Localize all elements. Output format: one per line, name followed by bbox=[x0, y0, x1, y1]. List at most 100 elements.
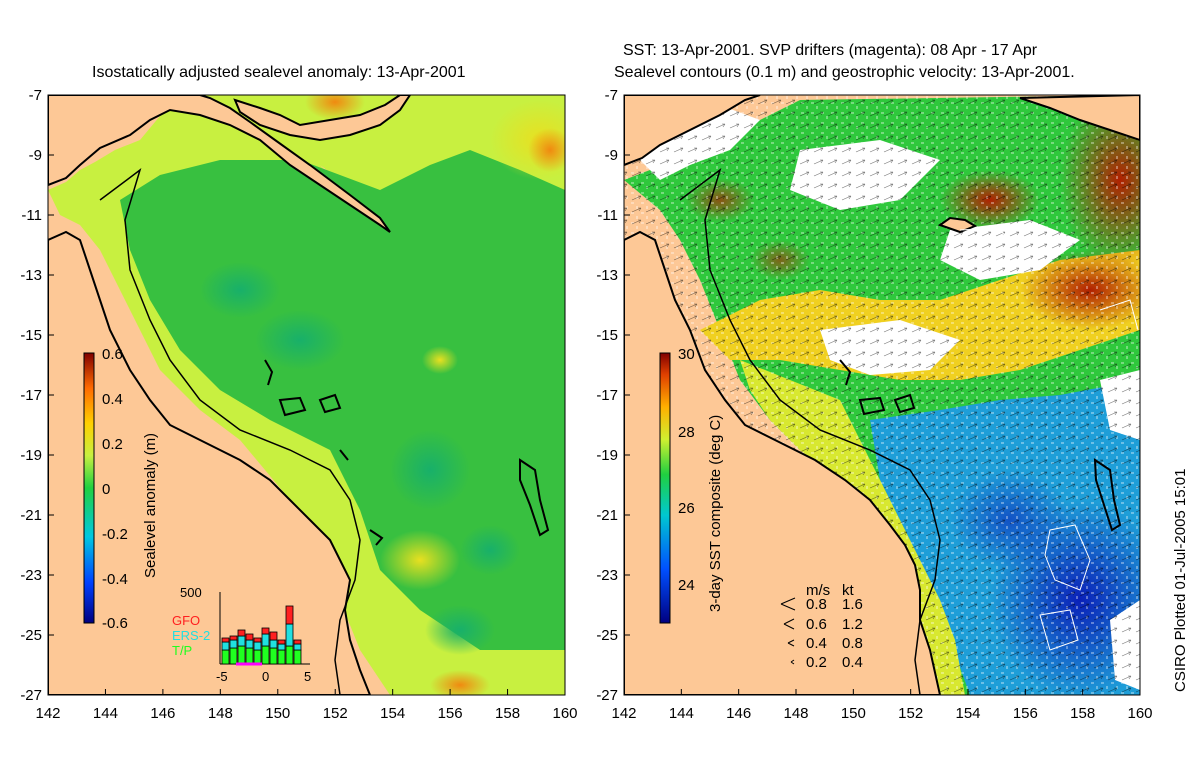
left-low-anomaly-patch bbox=[390, 430, 470, 510]
sst-colorbar-ticks: 30 28 26 24 bbox=[678, 346, 695, 594]
sst-colorbar-tick: 28 bbox=[678, 424, 695, 441]
speed-legend-ms: 0.2 bbox=[806, 654, 827, 671]
right-latitude-axis: -7 -9 -11 -13 -15 -17 -19 -21 -23 -25 -27 bbox=[596, 87, 630, 704]
left-lat-tick-label: -19 bbox=[20, 447, 42, 464]
sla-colorbar-tick: 0 bbox=[102, 481, 110, 498]
left-lon-tick-label: 154 bbox=[380, 705, 405, 722]
left-png-land bbox=[48, 95, 391, 233]
sla-colorbar-tick: 0.6 bbox=[102, 346, 123, 363]
left-new-britain-island bbox=[233, 95, 412, 142]
speed-legend-header-ms: m/s bbox=[806, 582, 830, 599]
left-lon-tick-label: 152 bbox=[323, 705, 348, 722]
sla-colorbar-tick: -0.2 bbox=[102, 526, 128, 543]
speed-legend-kt: 1.2 bbox=[842, 616, 863, 633]
left-lat-tick-label: -13 bbox=[20, 267, 42, 284]
left-shelf-edge-contour bbox=[99, 168, 361, 695]
left-high-anomaly-patch bbox=[422, 346, 458, 374]
left-lon-tick-label: 156 bbox=[438, 705, 463, 722]
speed-legend-arrows bbox=[780, 597, 796, 665]
histogram-ymax-label: 500 bbox=[180, 585, 202, 600]
right-map-title-line1: SST: 13-Apr-2001. SVP drifters (magenta)… bbox=[623, 42, 1038, 59]
left-latitude-axis: -7 -9 -11 -13 -15 -17 -19 -21 -23 -25 -27 bbox=[20, 87, 54, 704]
sst-colorbar bbox=[659, 352, 671, 624]
left-high-anomaly-patch bbox=[380, 530, 460, 590]
left-sealevel-map bbox=[48, 95, 565, 695]
left-lon-tick-label: 150 bbox=[265, 705, 290, 722]
right-lon-tick-label: 156 bbox=[1013, 705, 1038, 722]
right-lat-tick-label: -7 bbox=[605, 87, 618, 104]
sla-colorbar-tick: -0.6 bbox=[102, 615, 128, 632]
sealevel-contours bbox=[959, 227, 1139, 651]
left-lon-tick-label: 160 bbox=[552, 705, 577, 722]
right-map-title-line2: Sealevel contours (0.1 m) and geostrophi… bbox=[614, 64, 1075, 81]
right-reef-islands bbox=[839, 359, 1122, 532]
sst-colorbar-label: 3-day SST composite (deg C) bbox=[707, 415, 724, 612]
right-lat-tick-label: -21 bbox=[596, 507, 618, 524]
left-lat-tick-label: -17 bbox=[20, 387, 42, 404]
speed-legend-kt: 0.8 bbox=[842, 635, 863, 652]
left-reef-islands bbox=[264, 359, 550, 546]
left-low-anomaly-patch bbox=[255, 310, 345, 370]
right-lat-tick-label: -25 bbox=[596, 627, 618, 644]
left-lat-tick-label: -23 bbox=[20, 567, 42, 584]
left-lat-tick-label: -21 bbox=[20, 507, 42, 524]
histogram-legend-ers2: ERS-2 bbox=[172, 628, 210, 643]
left-low-anomaly-patch bbox=[200, 262, 280, 318]
sla-colorbar-label: Sealevel anomaly (m) bbox=[142, 433, 159, 578]
sla-colorbar-tick: -0.4 bbox=[102, 571, 128, 588]
right-lon-tick-label: 154 bbox=[955, 705, 980, 722]
left-low-anomaly-patch bbox=[460, 525, 520, 575]
left-high-anomaly-patch bbox=[430, 670, 490, 695]
right-lat-tick-label: -11 bbox=[597, 207, 618, 224]
sst-colorbar-tick: 24 bbox=[678, 577, 695, 594]
right-lon-tick-label: 160 bbox=[1127, 705, 1152, 722]
sla-colorbar-ticks: 0.6 0.4 0.2 0 -0.2 -0.4 -0.6 bbox=[102, 346, 128, 632]
altimeter-track-histogram bbox=[219, 592, 310, 666]
histogram-xtick: 0 bbox=[262, 669, 269, 684]
speed-legend-header-kt: kt bbox=[842, 582, 855, 599]
right-lat-tick-label: -23 bbox=[596, 567, 618, 584]
sst-colorbar-tick: 26 bbox=[678, 500, 695, 517]
right-png-land bbox=[624, 95, 761, 167]
left-lon-tick-label: 146 bbox=[150, 705, 175, 722]
right-lon-tick-label: 148 bbox=[783, 705, 808, 722]
right-lat-tick-label: -9 bbox=[605, 147, 618, 164]
right-lat-tick-label: -15 bbox=[596, 327, 618, 344]
left-lat-tick-label: -11 bbox=[21, 207, 42, 224]
left-lat-tick-label: -15 bbox=[20, 327, 42, 344]
left-lat-tick-label: -27 bbox=[20, 687, 42, 704]
left-map-title: Isostatically adjusted sealevel anomaly:… bbox=[92, 64, 466, 81]
sst-colorbar-tick: 30 bbox=[678, 346, 695, 363]
speed-legend-kt: 1.6 bbox=[842, 596, 863, 613]
histogram-legend-gfo: GFO bbox=[172, 613, 200, 628]
left-high-anomaly-patch bbox=[305, 95, 365, 120]
speed-legend-ms: 0.6 bbox=[806, 616, 827, 633]
speed-legend: m/s kt 0.8 1.6 0.6 1.2 0.4 0.8 0.2 0.4 bbox=[806, 582, 863, 671]
plot-credit-footer: CSIRO Plotted 01-Jul-2005 15:01 bbox=[1172, 468, 1189, 692]
speed-legend-ms: 0.4 bbox=[806, 635, 827, 652]
right-australia-land bbox=[624, 230, 942, 695]
right-lon-tick-label: 146 bbox=[726, 705, 751, 722]
right-new-britain-island bbox=[1019, 95, 1140, 142]
left-lon-tick-label: 158 bbox=[495, 705, 520, 722]
right-lat-tick-label: -13 bbox=[596, 267, 618, 284]
right-lat-tick-label: -19 bbox=[596, 447, 618, 464]
left-longitude-axis: 142 144 146 148 150 152 154 156 158 160 bbox=[35, 689, 578, 722]
left-lat-tick-label: -7 bbox=[29, 87, 42, 104]
right-lon-tick-label: 150 bbox=[841, 705, 866, 722]
histogram-legend-tp: T/P bbox=[172, 643, 192, 658]
histogram-xtick: 5 bbox=[304, 669, 311, 684]
right-shelf-edge-contour bbox=[679, 168, 941, 695]
right-lat-tick-label: -17 bbox=[596, 387, 618, 404]
left-lat-tick-label: -9 bbox=[29, 147, 42, 164]
histogram-xtick: -5 bbox=[216, 669, 228, 684]
left-lon-tick-label: 142 bbox=[35, 705, 60, 722]
left-lon-tick-label: 148 bbox=[208, 705, 233, 722]
sla-colorbar-tick: 0.4 bbox=[102, 391, 123, 408]
left-high-anomaly-patch bbox=[528, 128, 565, 172]
right-sst-map bbox=[624, 95, 1140, 695]
left-lon-tick-label: 144 bbox=[93, 705, 118, 722]
speed-legend-kt: 0.4 bbox=[842, 654, 863, 671]
left-australia-land bbox=[48, 230, 372, 695]
